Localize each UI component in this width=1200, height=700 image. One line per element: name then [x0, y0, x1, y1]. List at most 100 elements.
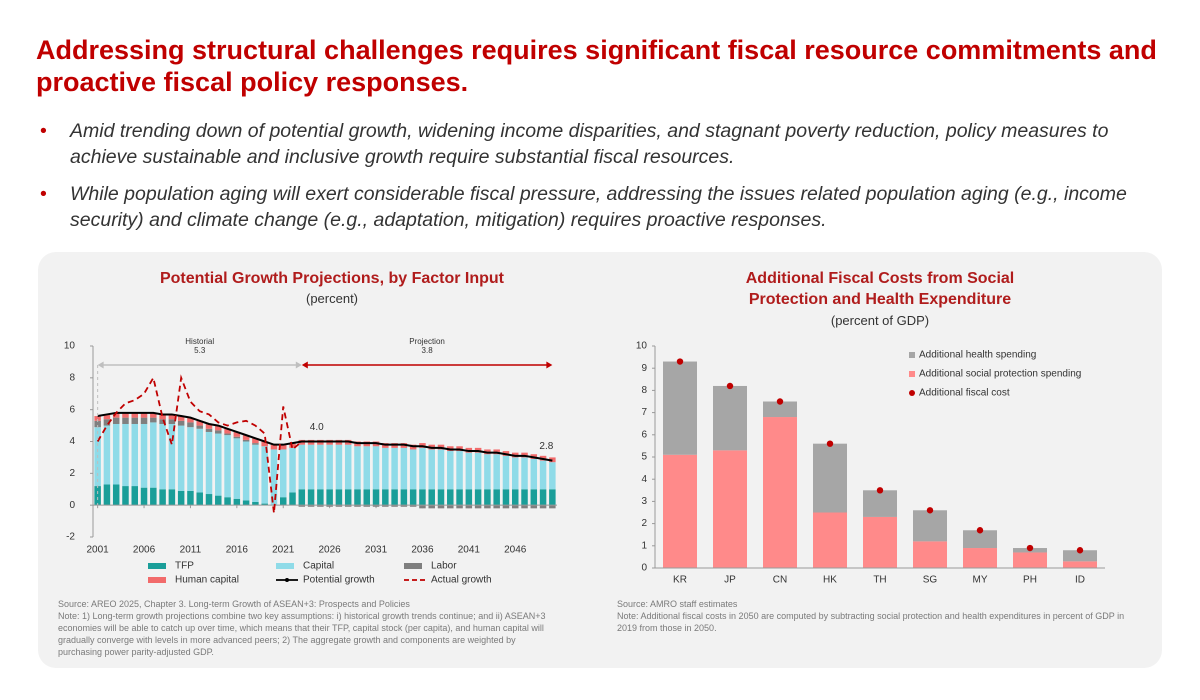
dot-mark [776, 398, 784, 405]
x-tick-label: 2016 [226, 545, 249, 556]
bar-segment [103, 419, 111, 426]
arrow-head [97, 361, 104, 369]
bar-segment [354, 505, 361, 507]
bar-segment [409, 489, 417, 506]
bar-segment [391, 489, 398, 506]
source: Source: AMRO staff estimates [617, 599, 738, 609]
bar-segment [493, 454, 500, 490]
bar-segment [215, 430, 222, 434]
bar-segment [187, 490, 194, 506]
chart-title: Additional Fiscal Costs from Social Prot… [745, 270, 1015, 308]
bar-segment [447, 489, 454, 506]
bar-segment [261, 441, 268, 447]
bar-segment [131, 417, 139, 424]
bar-segment [233, 436, 241, 439]
bar-segment [279, 444, 287, 450]
bar-segment [242, 439, 250, 442]
bar-segment [177, 490, 185, 506]
bar-segment [437, 449, 445, 490]
x-tick-label: SG [923, 575, 938, 586]
line-series [96, 374, 303, 514]
bar-segment [354, 446, 361, 490]
bar-segment [298, 444, 306, 490]
bar-segment [913, 510, 947, 542]
bar-segment [502, 455, 510, 490]
bar-segment [391, 505, 398, 507]
y-tick-label: 9 [641, 363, 647, 374]
y-tick-label: 4 [69, 436, 75, 447]
bar-segment [196, 428, 203, 493]
bar-segment [233, 438, 241, 499]
y-tick-label: 10 [64, 341, 76, 352]
bar-segment [354, 489, 361, 506]
chart-title: Potential Growth Projections, by Factor … [159, 270, 505, 287]
bar-segment [428, 489, 435, 506]
bar-segment [103, 425, 111, 485]
y-tick-label: 2 [69, 468, 75, 479]
bar-segment [511, 505, 519, 509]
bar-segment [233, 498, 241, 506]
bar-segment [521, 457, 528, 490]
bar-segment [150, 422, 157, 488]
bar-segment [813, 512, 847, 568]
bar-segment [326, 444, 333, 490]
bar-segment [372, 446, 380, 490]
x-tick-label: HK [823, 575, 837, 586]
bar-segment [447, 451, 454, 490]
bar-segment [103, 414, 111, 420]
x-tick-label: TH [873, 575, 886, 586]
bar-segment [493, 489, 500, 506]
arrow-head [301, 361, 308, 369]
bar-segment [112, 423, 120, 485]
source-note: Source: AMRO staff estimates Note: Addit… [617, 598, 1137, 634]
source-note: Source: AREO 2025, Chapter 3. Long-term … [58, 598, 548, 658]
data-label: 4.0 [310, 422, 324, 433]
bar-segment [363, 446, 371, 490]
bar-segment [382, 447, 389, 490]
bar-segment [663, 361, 697, 455]
bar-segment [549, 505, 556, 509]
legend-swatch [909, 371, 915, 377]
bar-segment [344, 444, 352, 490]
x-tick-label: CN [773, 575, 787, 586]
x-tick-label: 2046 [504, 545, 527, 556]
bar-segment [713, 385, 747, 451]
x-tick-label: 2026 [319, 545, 342, 556]
bar-segment [279, 497, 287, 506]
bar-segment [112, 417, 120, 424]
slide-title: Addressing structural challenges require… [36, 35, 1157, 97]
bar-segment [419, 489, 426, 506]
bar-segment [242, 441, 250, 501]
bar-segment [1063, 561, 1097, 568]
bar-segment [270, 444, 278, 450]
bar-segment [372, 489, 380, 506]
bar-segment [307, 444, 315, 490]
bar-segment [196, 425, 203, 429]
bar-segment [419, 447, 426, 490]
bar-segment [187, 417, 194, 423]
bar-segment [131, 423, 139, 487]
bar-segment [400, 489, 408, 506]
bar-segment [400, 447, 408, 490]
period-label: Historial [185, 337, 214, 346]
bar-segment [363, 489, 371, 506]
bar-segment [335, 505, 343, 507]
legend-label: Labor [431, 561, 457, 572]
bar-segment [456, 489, 463, 506]
bar-segment [382, 489, 389, 506]
y-tick-label: 8 [69, 372, 75, 383]
bar-segment [763, 417, 797, 568]
bar-segment [252, 501, 259, 506]
bar-segment [122, 486, 129, 506]
bar-segment [131, 486, 139, 506]
bar-segment [1063, 550, 1097, 562]
legend-label: Additional fiscal cost [919, 388, 1010, 399]
bar-segment [474, 489, 482, 506]
note: Note: 1) Long-term growth projections co… [58, 611, 546, 657]
bar-segment [465, 452, 473, 490]
legend-label: Additional health spending [919, 350, 1036, 361]
bar-segment [215, 425, 222, 431]
bar-segment [474, 505, 482, 509]
dot-mark [826, 440, 834, 447]
